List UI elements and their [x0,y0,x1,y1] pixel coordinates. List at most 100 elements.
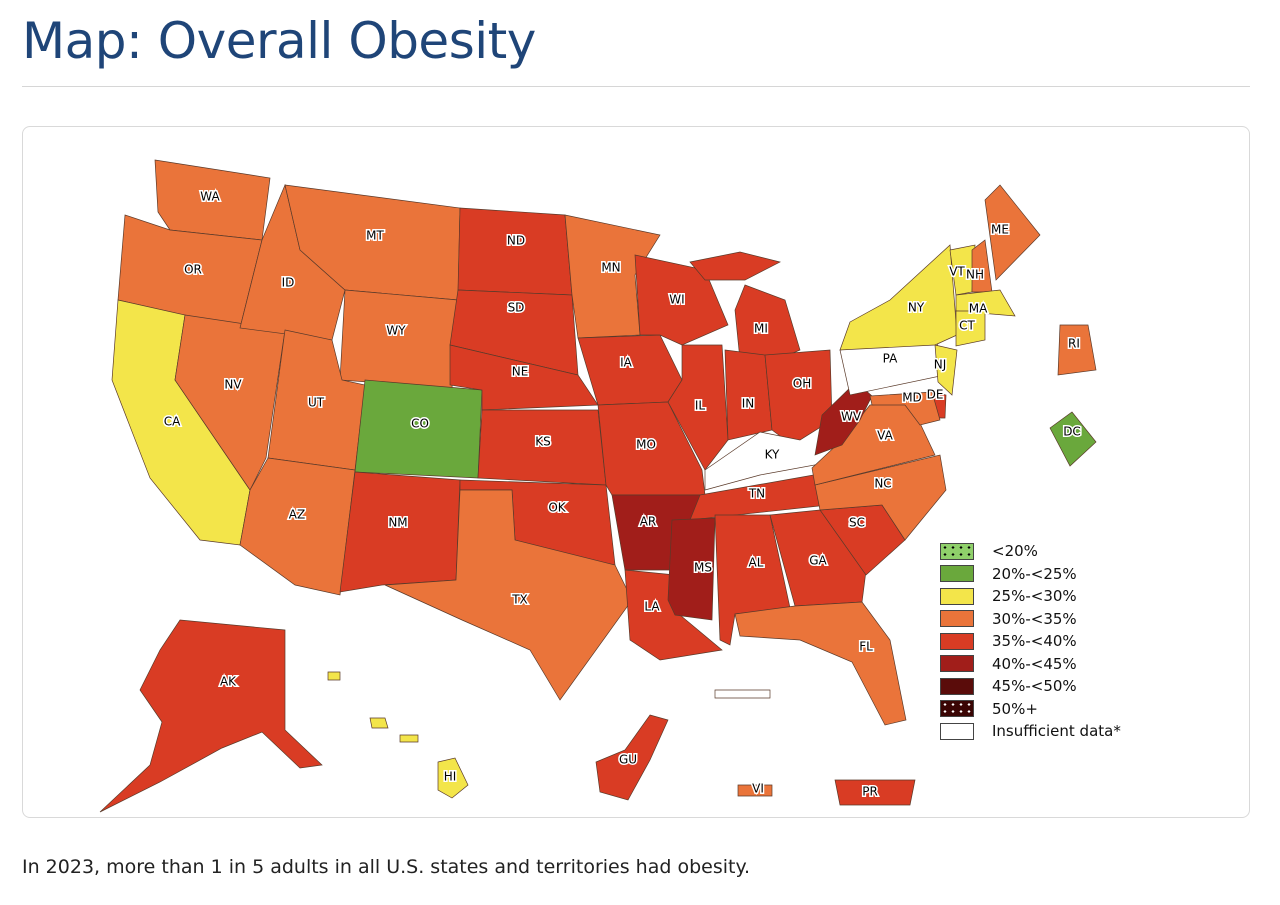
state-label: UT [308,396,325,410]
state-nh[interactable] [971,239,993,293]
state-label: NJ [934,358,947,372]
state-dc[interactable] [1049,411,1097,467]
state-nm[interactable] [339,471,461,593]
state-gu[interactable] [595,714,669,801]
legend-item: <20% [940,540,1121,563]
legend-label: 50%+ [992,699,1038,718]
state-label: AK [220,675,237,689]
state-label: MS [694,561,712,575]
state-label: MT [366,229,384,243]
state-label: OR [184,263,202,277]
state-label: NM [388,516,407,530]
state-fl[interactable] [734,601,907,726]
state-label: KY [765,448,780,462]
legend-item: 45%-<50% [940,675,1121,698]
state-hi[interactable] [327,671,341,681]
legend-swatch [940,632,974,650]
state-label: GU [619,753,637,767]
state-label: MI [754,322,768,336]
state-label: HI [444,770,457,784]
state-label: VA [877,429,893,443]
state-label: FL [859,640,873,654]
state-nc[interactable] [814,454,947,541]
state-label: IA [620,356,633,370]
legend-swatch [940,587,974,605]
state-nj[interactable] [934,344,958,396]
legend-item: 20%-<25% [940,563,1121,586]
state-label: SC [849,516,865,530]
state-label: WY [386,324,406,338]
state-label: MN [601,261,620,275]
legend-swatch [940,722,974,740]
legend-item: 35%-<40% [940,630,1121,653]
state-label: DE [927,388,944,402]
state-label: VT [949,265,965,279]
state-label: ME [991,223,1009,237]
state-ma[interactable] [955,289,1016,317]
legend-swatch [940,700,974,718]
state-label: WV [841,410,862,424]
state-nd[interactable] [457,207,573,296]
legend-item: Insufficient data* [940,720,1121,743]
state-label: VI [752,782,764,796]
state-label: KS [535,435,551,449]
state-in[interactable] [724,349,773,441]
state-label: DC [1063,425,1081,439]
state-label: CO [411,417,429,431]
state-hi[interactable] [437,757,469,799]
state-is[interactable] [714,689,771,699]
state-tx[interactable] [384,489,633,701]
map-card [22,126,1250,818]
state-ak[interactable] [99,619,323,813]
state-label: PR [862,785,878,799]
state-label: MA [969,302,988,316]
legend-label: <20% [992,542,1038,561]
state-label: ND [507,234,525,248]
state-label: WI [669,293,684,307]
state-label: OH [793,377,811,391]
legend-swatch [940,610,974,628]
state-pr[interactable] [834,779,916,806]
state-label: CA [164,415,181,429]
state-label: AZ [289,508,305,522]
state-label: AL [749,556,764,570]
state-label: NY [908,301,925,315]
state-label: RI [1068,337,1080,351]
state-label: GA [809,554,827,568]
state-ia[interactable] [577,334,683,406]
state-md[interactable] [869,391,941,426]
legend-swatch [940,565,974,583]
legend-swatch [940,655,974,673]
state-label: ID [282,276,295,290]
page-title: Map: Overall Obesity [22,12,536,70]
state-ms[interactable] [667,517,716,621]
state-az[interactable] [239,457,356,596]
state-label: OK [548,501,566,515]
legend-label: 45%-<50% [992,677,1077,696]
state-me[interactable] [984,184,1041,281]
state-ri[interactable] [1057,324,1097,376]
legend-item: 40%-<45% [940,653,1121,676]
state-label: NC [874,477,891,491]
state-label: IL [695,399,706,413]
state-label: LA [644,600,660,614]
state-label: NH [966,268,984,282]
state-wy[interactable] [339,289,459,389]
legend-label: 20%-<25% [992,564,1077,583]
state-ct[interactable] [955,310,986,347]
state-vi[interactable] [737,784,773,797]
legend-label: 30%-<35% [992,609,1077,628]
state-ny[interactable] [839,244,958,351]
state-mi[interactable] [689,251,781,281]
state-label: PA [883,352,898,366]
state-hi[interactable] [399,734,419,743]
state-label: CT [959,319,975,333]
state-hi[interactable] [369,717,389,729]
caption: In 2023, more than 1 in 5 adults in all … [22,856,751,878]
state-label: NV [224,378,242,392]
legend-label: 40%-<45% [992,654,1077,673]
legend-label: 35%-<40% [992,632,1077,651]
title-divider [22,86,1250,87]
state-label: IN [742,397,755,411]
